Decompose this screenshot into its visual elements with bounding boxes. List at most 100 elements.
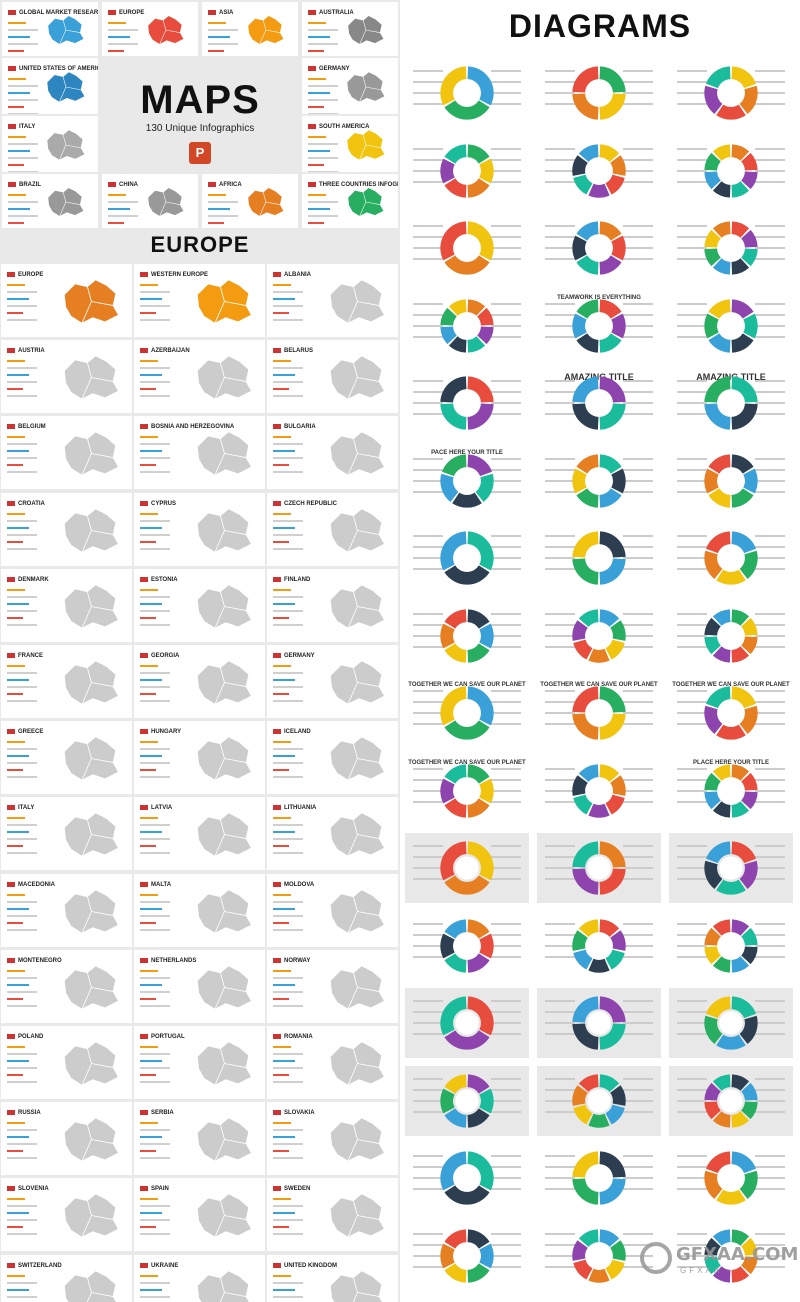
diagram-left-text-lines	[413, 535, 443, 579]
map-card-latvia: LATVIA	[134, 797, 265, 870]
map-card-label: NORWAY	[273, 958, 310, 964]
diagram-card: TOGETHER WE CAN SAVE OUR PLANET	[405, 756, 529, 826]
flag-icon	[108, 182, 116, 187]
diagram-card	[405, 1066, 529, 1136]
diagram-card-title: TOGETHER WE CAN SAVE OUR PLANET	[408, 682, 526, 688]
flag-icon	[140, 1263, 148, 1268]
flag-icon	[140, 577, 148, 582]
map-card-finland: FINLAND	[267, 569, 398, 642]
map-card-label: FINLAND	[273, 577, 310, 583]
diagram-left-text-lines	[545, 70, 575, 114]
map-card-text-lines	[308, 136, 338, 172]
diagram-left-text-lines	[677, 458, 707, 502]
diagram-card	[537, 756, 661, 826]
flag-icon	[273, 272, 281, 277]
map-card-text-lines	[7, 817, 37, 859]
flag-icon	[273, 1263, 281, 1268]
flag-icon	[273, 958, 281, 963]
cycle-diagram	[702, 684, 760, 742]
flag-icon	[273, 501, 281, 506]
maps-subtitle: 130 Unique Infographics	[145, 123, 255, 134]
cycle-diagram	[438, 994, 496, 1052]
diagram-right-text-lines	[755, 613, 785, 657]
diagram-card	[537, 833, 661, 903]
map-card-text-lines	[140, 589, 170, 631]
map-card-label: HUNGARY	[140, 729, 181, 735]
cycle-diagram	[702, 219, 760, 277]
diagram-left-text-lines	[677, 1155, 707, 1199]
diagram-left-text-lines	[677, 535, 707, 579]
flag-icon	[7, 501, 15, 506]
map-shape	[189, 731, 257, 786]
diagram-card	[537, 911, 661, 981]
diagram-left-text-lines	[413, 845, 443, 889]
map-card-text-lines	[273, 970, 303, 1012]
cycle-diagram	[570, 64, 628, 122]
map-card-label: CROATIA	[7, 501, 45, 507]
cycle-diagram	[570, 684, 628, 742]
map-card-moldova: MOLDOVA	[267, 874, 398, 947]
map-card-title: GERMANY	[284, 653, 315, 660]
map-card-germany: GERMANY	[302, 58, 398, 114]
map-card-title: PORTUGAL	[151, 1034, 185, 1041]
map-card-text-lines	[273, 284, 303, 326]
map-card-label: UNITED STATES OF AMERICA	[8, 66, 98, 72]
map-shape	[322, 960, 390, 1015]
map-card-text-lines	[273, 589, 303, 631]
cycle-diagram	[702, 607, 760, 665]
map-shape	[322, 1036, 390, 1091]
map-card-label: ITALY	[7, 805, 34, 811]
map-card-label: GEORGIA	[140, 653, 179, 659]
map-card-title: CROATIA	[18, 501, 45, 508]
cycle-diagram	[438, 219, 496, 277]
flag-icon	[273, 1034, 281, 1039]
map-card-text-lines	[208, 22, 238, 56]
diagram-right-text-lines	[491, 1000, 521, 1044]
map-card-romania: ROMANIA	[267, 1026, 398, 1099]
flag-icon	[140, 1186, 148, 1191]
diagram-left-text-lines	[413, 613, 443, 657]
diagram-card	[537, 988, 661, 1058]
map-card-asia: ASIA	[202, 2, 298, 56]
flag-icon	[273, 653, 281, 658]
map-card-title: BELARUS	[284, 348, 314, 355]
diagram-left-text-lines	[413, 1233, 443, 1277]
map-card-title: ITALY	[18, 805, 35, 812]
diagram-right-text-lines	[623, 1233, 653, 1277]
map-card-label: BULGARIA	[273, 424, 316, 430]
diagram-card	[669, 58, 793, 128]
map-card-title: GREECE	[18, 729, 44, 736]
map-card-title: DENMARK	[18, 577, 49, 584]
cycle-diagram	[438, 374, 496, 432]
cycle-diagram	[570, 607, 628, 665]
cycle-diagram	[570, 297, 628, 355]
diagram-left-text-lines	[413, 768, 443, 812]
diagram-card: AMAZING TITLE	[669, 368, 793, 438]
map-card-africa: AFRICA	[202, 174, 298, 228]
cycle-diagram	[438, 64, 496, 122]
map-shape	[189, 1112, 257, 1167]
diagram-card	[669, 911, 793, 981]
diagram-left-text-lines	[677, 923, 707, 967]
map-card-text-lines	[273, 741, 303, 783]
map-card-iceland: ICELAND	[267, 721, 398, 794]
map-shape	[140, 12, 190, 48]
map-card-text-lines	[7, 741, 37, 783]
diagram-card: TOGETHER WE CAN SAVE OUR PLANET	[405, 678, 529, 748]
map-card-text-lines	[308, 22, 338, 56]
diagram-right-text-lines	[491, 613, 521, 657]
cycle-diagram	[570, 839, 628, 897]
diagram-left-text-lines	[545, 225, 575, 269]
cycle-diagram	[570, 994, 628, 1052]
map-card-title: MOLDOVA	[284, 882, 315, 889]
map-card-text-lines	[273, 817, 303, 859]
maps-title-block: MAPS 130 Unique Infographics P	[102, 76, 298, 172]
diagram-card	[669, 213, 793, 283]
diagram-right-text-lines	[623, 690, 653, 734]
diagram-card	[537, 1221, 661, 1291]
diagram-left-text-lines	[413, 458, 443, 502]
map-card-label: UKRAINE	[140, 1263, 178, 1269]
map-card-malta: MALTA	[134, 874, 265, 947]
diagram-card	[405, 58, 529, 128]
diagram-right-text-lines	[491, 768, 521, 812]
